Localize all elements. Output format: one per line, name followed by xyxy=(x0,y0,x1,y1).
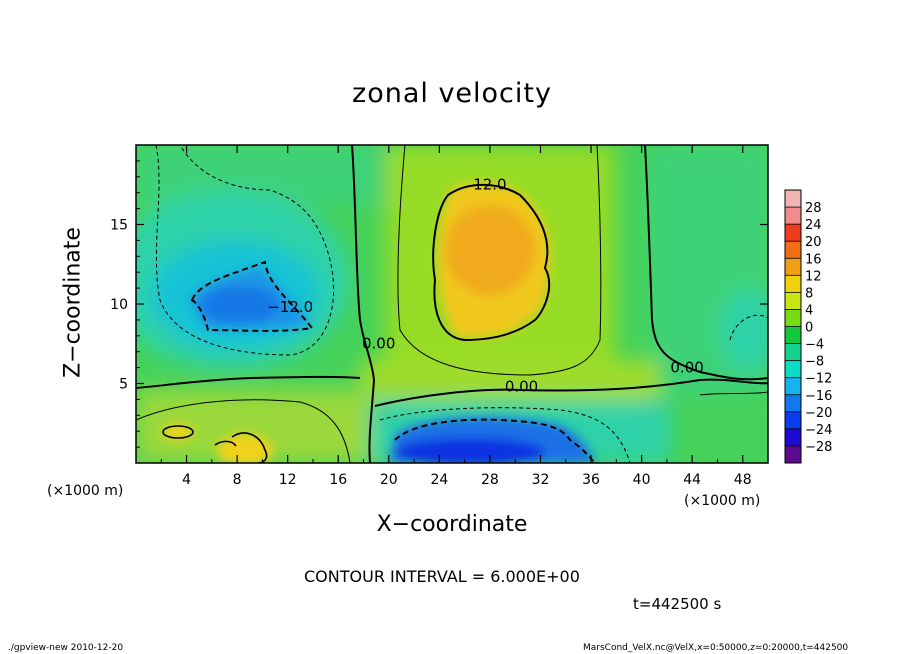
x-tick-label: 4 xyxy=(182,472,191,488)
colorbar-label: −28 xyxy=(805,440,832,455)
x-tick-label: 12 xyxy=(279,472,297,488)
colorbar-cell xyxy=(785,361,801,378)
colorbar-cell xyxy=(785,207,801,224)
colorbar-cell xyxy=(785,309,801,326)
colorbar-cell xyxy=(785,224,801,241)
y-tick-label: 5 xyxy=(119,377,128,393)
colorbar-cell xyxy=(785,190,801,207)
x-tick-label: 32 xyxy=(532,472,550,488)
colorbar-cell xyxy=(785,258,801,275)
contour-label: −12.0 xyxy=(267,298,313,316)
x-axis-label: X−coordinate xyxy=(0,512,904,537)
x-tick-label: 36 xyxy=(582,472,600,488)
colorbar-label: −12 xyxy=(805,372,832,387)
contour-label: 12.0 xyxy=(473,176,506,194)
colorbar-cell xyxy=(785,378,801,395)
y-axis-label: Z−coordinate xyxy=(61,178,86,428)
contour-label: 0.00 xyxy=(362,335,395,353)
colorbar-label: 16 xyxy=(805,252,822,267)
colorbar-label: −8 xyxy=(805,355,824,370)
time-text: t=442500 s xyxy=(633,595,721,613)
colorbar-label: 8 xyxy=(805,286,813,301)
footer-left-text: ./gpview-new 2010-12-20 xyxy=(8,643,123,653)
colorbar-cell xyxy=(785,412,801,429)
footer-right-text: MarsCond_VelX.nc@VelX,x=0:50000,z=0:2000… xyxy=(583,643,848,653)
colorbar-label: 0 xyxy=(805,321,813,336)
x-scale-label-left: (×1000 m) xyxy=(47,483,123,499)
x-tick-label: 20 xyxy=(380,472,398,488)
x-tick-label: 8 xyxy=(233,472,242,488)
colorbar: −28 −24 −20 −16 −12 −8 −4 0 4 8 12 16 20 24 28 xyxy=(785,190,832,463)
colorbar-label: −16 xyxy=(805,389,832,404)
colorbar-label: 20 xyxy=(805,235,822,250)
colorbar-label: −24 xyxy=(805,423,832,438)
colorbar-cell xyxy=(785,292,801,309)
x-scale-label-right: (×1000 m) xyxy=(684,493,760,509)
x-tick-label: 28 xyxy=(481,472,499,488)
colorbar-cell xyxy=(785,395,801,412)
colorbar-label: −4 xyxy=(805,338,824,353)
colorbar-label: −20 xyxy=(805,406,832,421)
contour-label: 0.00 xyxy=(505,377,538,395)
colorbar-cell xyxy=(785,429,801,446)
x-tick-label: 16 xyxy=(329,472,347,488)
colorbar-cell xyxy=(785,344,801,361)
contour-interval-text: CONTOUR INTERVAL = 6.000E+00 xyxy=(304,567,580,586)
colorbar-cell xyxy=(785,446,801,463)
contour-label: 0.00 xyxy=(670,358,703,376)
colorbar-label: 28 xyxy=(805,201,822,216)
y-tick-label: 10 xyxy=(110,297,128,313)
colorbar-label: 4 xyxy=(805,303,813,318)
colorbar-cell xyxy=(785,275,801,292)
y-tick-label: 15 xyxy=(110,218,128,234)
colorbar-cell xyxy=(785,327,801,344)
x-tick-label: 48 xyxy=(734,472,752,488)
x-tick-label: 40 xyxy=(633,472,651,488)
colorbar-label: 12 xyxy=(805,269,822,284)
colorbar-cell xyxy=(785,241,801,258)
colorbar-label: 24 xyxy=(805,218,822,233)
x-tick-label: 24 xyxy=(430,472,448,488)
x-tick-label: 44 xyxy=(683,472,701,488)
plot-field xyxy=(110,145,780,466)
chart-title: zonal velocity xyxy=(0,78,904,109)
